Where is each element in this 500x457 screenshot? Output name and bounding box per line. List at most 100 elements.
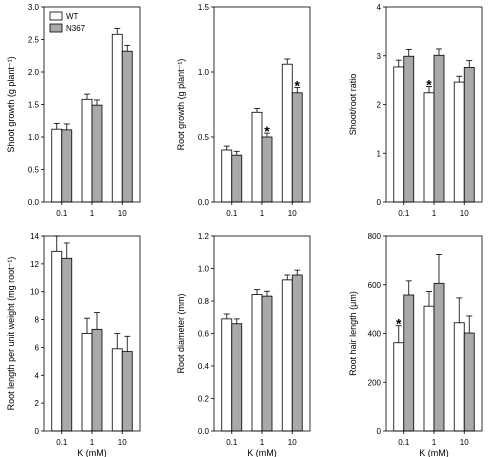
x-tick-label: 10 [460,209,469,218]
y-tick-label: 0 [377,198,382,207]
significance-mark: * [295,78,301,94]
bar-n367-10 [291,92,303,203]
bar-wt-1 [251,294,263,432]
bar-n367-1 [91,104,103,203]
y-tick-label: 1.5 [198,3,210,12]
y-tick-label: 6 [35,343,40,352]
bar-n367-1 [261,295,273,432]
legend: WT N367 [49,11,86,33]
legend-label-wt: WT [66,12,79,21]
bar-wt-0.1 [51,250,63,432]
bar-wt-0.1 [393,342,405,432]
y-tick-label: 14 [30,232,39,241]
legend-swatch-n367 [49,23,63,33]
bar-n367-0.1 [231,154,243,203]
y-tick-label: 0.6 [198,330,210,339]
chart-panel-3: 0.1 * 1 10 0 1 2 3 4 Shoot/root ratio [348,3,483,218]
y-axis-label: Shoot growth (g plant⁻¹) [6,56,16,152]
chart-panel-6: * 0.1 1 10 0 200 400 600 800 Root hair length (μm… [348,232,483,457]
bar-wt-0.1 [393,66,405,203]
y-tick-label: 1.0 [198,265,210,274]
significance-mark: * [264,123,270,139]
bar-n367-1 [91,328,103,432]
bar-wt-0.1 [221,318,233,432]
y-tick-label: 0.4 [198,362,210,371]
x-tick-label: 1 [260,209,265,218]
y-tick-label: 0.2 [198,395,210,404]
y-tick-label: 2 [35,399,40,408]
bar-n367-1 [261,136,273,203]
y-tick-label: 4 [35,371,40,380]
y-tick-label: 800 [368,232,382,241]
bar-n367-10 [121,50,133,203]
y-tick-label: 2 [377,101,382,110]
legend-swatch-wt [49,11,63,21]
x-tick-label: 1 [432,209,437,218]
y-tick-label: 600 [368,281,382,290]
chart-panel-1: 0.1 1 10 0.0 0.5 1.0 1.5 2.0 2.5 3.0 Shoot growth … [6,3,141,218]
x-tick-label: 1 [260,438,265,447]
x-tick-label: 0.1 [56,209,68,218]
y-axis-label: Shoot/root ratio [348,74,358,136]
bar-n367-0.1 [61,257,73,432]
x-axis-label: K (mM) [419,448,449,457]
y-tick-label: 4 [377,3,382,12]
y-tick-label: 400 [368,330,382,339]
bar-wt-1 [423,305,435,432]
y-tick-label: 3.0 [28,3,40,12]
y-tick-label: 1.0 [28,133,40,142]
x-tick-label: 1 [90,209,95,218]
y-tick-label: 0.0 [198,198,210,207]
bar-n367-1 [433,54,445,203]
x-tick-label: 10 [288,438,297,447]
y-tick-label: 0.5 [198,133,210,142]
bar-wt-1 [81,333,93,432]
y-axis-label: Root hair length (μm) [348,291,358,376]
y-tick-label: 12 [30,260,39,269]
x-tick-label: 10 [460,438,469,447]
y-tick-label: 1.2 [198,232,210,241]
bar-wt-10 [453,322,465,432]
bar-wt-1 [423,92,435,203]
y-tick-label: 2.0 [28,68,40,77]
y-tick-label: 1 [377,149,382,158]
y-tick-label: 0.0 [198,427,210,436]
bar-n367-10 [463,67,475,203]
y-axis-label: Root growth (g plant⁻¹) [176,59,186,151]
x-tick-label: 1 [432,438,437,447]
bar-n367-10 [463,332,475,432]
x-tick-label: 10 [118,209,127,218]
x-axis-label: K (mM) [247,448,277,457]
bar-wt-1 [81,98,93,203]
x-tick-label: 0.1 [56,438,68,447]
bar-wt-10 [281,63,293,203]
x-tick-label: 10 [118,438,127,447]
bar-wt-10 [111,33,123,203]
y-tick-label: 10 [30,288,39,297]
x-tick-label: 0.1 [226,438,238,447]
y-tick-label: 0.0 [28,198,40,207]
y-tick-label: 2.5 [28,36,40,45]
y-tick-label: 1.5 [28,101,40,110]
bar-wt-0.1 [51,128,63,203]
x-tick-label: 0.1 [398,438,410,447]
y-tick-label: 8 [35,316,40,325]
bar-n367-1 [433,282,445,432]
bar-n367-0.1 [231,323,243,432]
x-axis-label: K (mM) [77,448,107,457]
significance-mark: * [396,316,402,332]
bar-n367-0.1 [403,294,415,432]
y-tick-label: 0.5 [28,166,40,175]
x-tick-label: 0.1 [398,209,410,218]
chart-panel-5: 0.1 1 10 0.0 0.2 0.4 0.6 0.8 1.0 1.2 Root diameter… [176,232,311,457]
chart-panel-4: 0.1 1 10 0 2 4 6 8 10 12 14 Root length per unit we… [6,232,141,457]
bar-wt-1 [251,111,263,203]
legend-label-n367: N367 [66,24,86,33]
y-tick-label: 0 [35,427,40,436]
y-tick-label: 0 [377,427,382,436]
y-axis-label: Root length per unit weight (mg root⁻¹) [6,257,16,411]
y-tick-label: 1.0 [198,68,210,77]
chart-panel-2: 0.1 * 1 * 10 0.0 0.5 1.0 1.5 Root growth (g plant… [176,3,311,218]
bar-wt-10 [111,348,123,432]
x-tick-label: 10 [288,209,297,218]
